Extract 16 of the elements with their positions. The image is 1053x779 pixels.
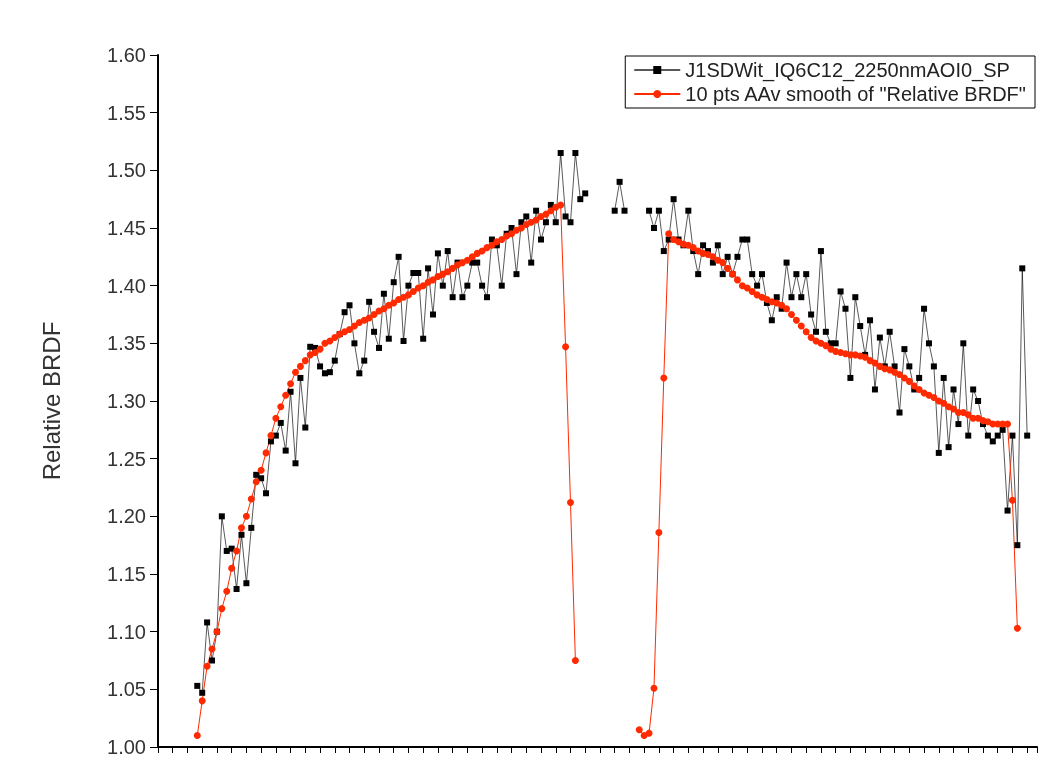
y-tick-label: 1.45 xyxy=(107,217,146,239)
y-tick-label: 1.00 xyxy=(107,736,146,758)
y-axis-title: Relative BRDF xyxy=(37,321,65,481)
legend-label: J1SDWit_IQ6C12_2250nmAOI0_SP xyxy=(685,59,1010,82)
legend-label: 10 pts AAv smooth of "Relative BRDF" xyxy=(685,83,1026,105)
y-tick-label: 1.35 xyxy=(107,332,146,355)
y-tick-label: 1.50 xyxy=(107,159,146,182)
y-tick-label: 1.10 xyxy=(107,620,146,643)
y-tick-label: 1.60 xyxy=(107,44,146,66)
y-tick-label: 1.15 xyxy=(107,563,146,585)
y-tick-label: 1.40 xyxy=(107,274,146,297)
y-tick-label: 1.05 xyxy=(107,678,146,701)
y-tick-label: 1.55 xyxy=(107,101,146,124)
y-tick-label: 1.20 xyxy=(107,505,146,528)
y-tick-label: 1.25 xyxy=(107,447,146,470)
y-tick-label: 1.30 xyxy=(107,390,146,412)
